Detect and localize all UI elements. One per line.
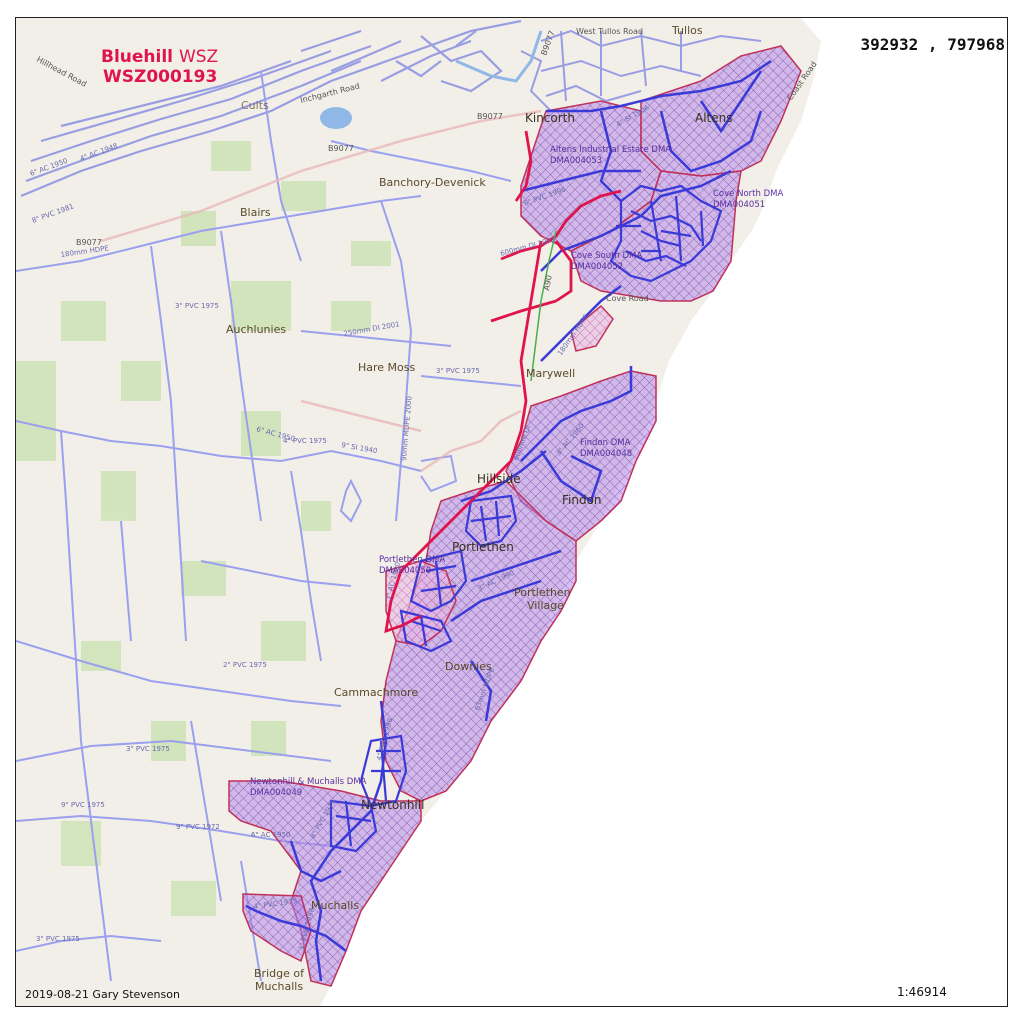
road-b9077-c: B9077 (76, 238, 102, 247)
pipe-label: 3" PVC 1975 (436, 367, 480, 375)
roads (100, 109, 542, 473)
dma-label-cove-south: Cove South DMA (571, 251, 642, 261)
pipe-label: 4" PVC 1975 (283, 437, 327, 445)
map-frame: Tullos West Tullos Road Kincorth Altens … (15, 17, 1008, 1007)
road-a90: A90 (542, 274, 554, 291)
place-blairs: Blairs (240, 206, 271, 219)
place-downies: Downies (445, 660, 492, 673)
place-cammachmore: Cammachmore (334, 686, 418, 699)
place-muchalls: Muchalls (311, 899, 359, 912)
road-b9077-b: B9077 (328, 144, 354, 153)
place-portlethen: Portlethen (452, 540, 514, 554)
dma-code-portlethen: DMA004050 (379, 566, 431, 576)
place-cults: Cults (241, 99, 269, 112)
dense-network-cove (609, 184, 723, 283)
dma-code-cove-south: DMA004052 (571, 262, 623, 272)
place-auchlunies: Auchlunies (226, 323, 286, 336)
dma-findon (505, 370, 657, 542)
place-banchory-devenick: Banchory-Devenick (379, 176, 486, 189)
road-a90 (530, 230, 557, 382)
dma-label-findon: Findon DMA (580, 438, 631, 448)
place-tullos: Tullos (671, 24, 703, 37)
dma-label-cove-north: Cove North DMA (713, 189, 783, 199)
place-findon: Findon (562, 493, 602, 507)
dma-code-cove-north: DMA004051 (713, 200, 765, 210)
pipe-label: 3" PVC 1975 (175, 302, 219, 310)
dma-code-newtonhill-muchalls: DMA004049 (250, 788, 302, 798)
pipe-label: 9" PVC 1975 (61, 801, 105, 809)
coordinate-readout: 392932 , 797968 (860, 35, 1006, 54)
loch (320, 107, 352, 129)
dma-code-altens-ie: DMA004053 (550, 156, 602, 166)
pipe-label: 3" PVC 1975 (126, 745, 170, 753)
dense-network-portlethen (399, 494, 518, 653)
trunk-mains (384, 130, 622, 634)
map-scale: 1:46914 (897, 985, 947, 999)
place-hillside: Hillside (477, 472, 521, 486)
place-newtonhill: Newtonhill (361, 798, 424, 812)
dma-altens (640, 45, 802, 177)
place-hare-moss: Hare Moss (358, 361, 416, 374)
map-credit: 2019-08-21 Gary Stevenson (25, 988, 180, 1001)
zone-code: WSZ000193 (103, 67, 218, 87)
place-bridge-of-1: Bridge of (254, 967, 305, 980)
pipe-label: 6" AC 1950 (251, 831, 291, 839)
dma-label-altens-ie: Altens Industrial Estate DMA (550, 145, 671, 155)
place-cove-road: Cove Road (606, 294, 649, 303)
zone-title: Bluehill WSZ WSZ000193 (101, 47, 218, 87)
dma-label-newtonhill-muchalls: Newtonhill & Muchalls DMA (250, 777, 367, 787)
place-bridge-of-2: Muchalls (255, 980, 303, 993)
urban-kincorth (520, 29, 762, 112)
minor-pipes (16, 70, 522, 982)
place-west-tullos-road: West Tullos Road (576, 27, 643, 36)
dma-labels: Altens Industrial Estate DMA DMA004053 C… (250, 145, 783, 798)
place-marywell: Marywell (526, 367, 575, 380)
place-kincorth: Kincorth (525, 111, 575, 125)
dma-label-portlethen: Portlethen DMA (379, 555, 445, 565)
zone-suffix: WSZ (178, 47, 219, 67)
dma-code-findon: DMA004048 (580, 449, 632, 459)
pipe-label: 2" PVC 1975 (223, 661, 267, 669)
zone-name: Bluehill (101, 47, 174, 67)
place-altens: Altens (695, 111, 733, 125)
map-canvas[interactable]: Tullos West Tullos Road Kincorth Altens … (16, 18, 1008, 1007)
pipe-label: 9" PVC 1972 (176, 823, 220, 831)
urban-cults (20, 19, 522, 198)
river-dee (455, 30, 543, 83)
place-portlethen-village-2: Village (527, 599, 564, 612)
dma-muchalls-sw (242, 893, 312, 963)
place-portlethen-village-1: Portlethen (514, 586, 571, 599)
dma-marywell-small (570, 304, 614, 352)
pipe-label: 3" PVC 1975 (36, 935, 80, 943)
road-b9077-a: B9077 (477, 112, 503, 121)
dense-network-newtonhill (329, 734, 408, 853)
dma-zones (228, 45, 802, 987)
